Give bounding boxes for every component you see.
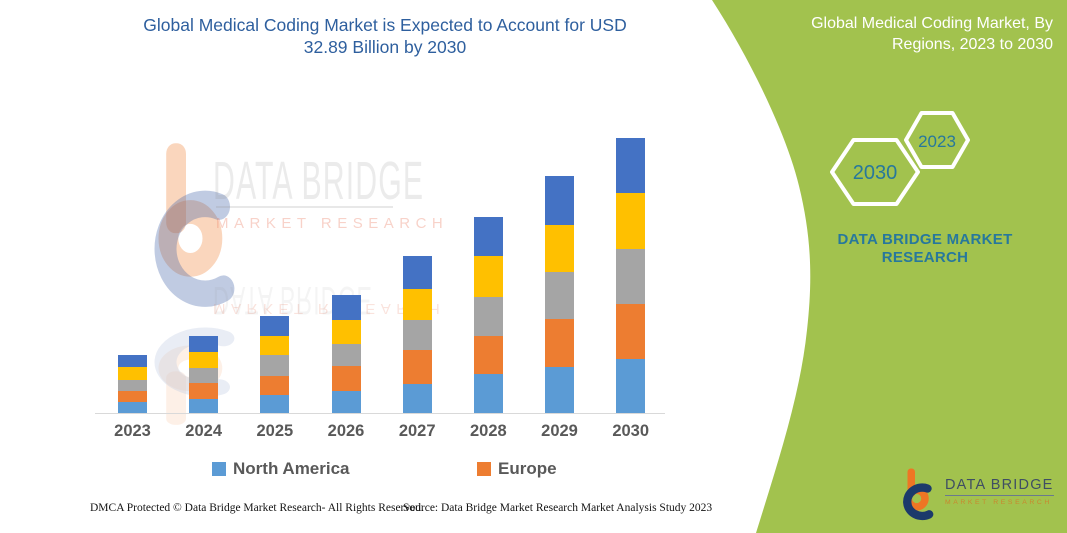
x-axis-label-2027: 2027 xyxy=(398,422,436,440)
bar-2028-segment-1 xyxy=(473,374,503,413)
bar-2027-segment-2 xyxy=(402,350,432,384)
bar-2026-segment-1 xyxy=(331,391,361,413)
bar-2024-segment-4 xyxy=(189,352,219,368)
bar-2030-segment-5 xyxy=(616,137,646,194)
bar-2029-segment-4 xyxy=(545,224,575,272)
company-logo-icon xyxy=(903,468,934,521)
bar-2026 xyxy=(331,295,361,413)
page-title: Global Medical Coding Market is Expected… xyxy=(130,15,640,58)
bar-2030-segment-3 xyxy=(616,248,646,304)
bar-2029-segment-1 xyxy=(545,366,575,413)
bar-2025-segment-1 xyxy=(260,395,290,413)
bar-2030 xyxy=(616,137,646,413)
bar-2027-segment-3 xyxy=(402,320,432,351)
x-axis-label-2029: 2029 xyxy=(541,422,578,440)
dmca-text: DMCA Protected © Data Bridge Market Rese… xyxy=(90,502,424,514)
bar-2024-segment-3 xyxy=(189,367,219,383)
bar-2026-segment-2 xyxy=(331,365,361,391)
bar-2029 xyxy=(545,176,575,413)
side-panel-heading: Global Medical Coding Market, By Regions… xyxy=(753,13,1053,55)
legend-label: North America xyxy=(233,459,350,478)
bar-2024 xyxy=(189,335,219,413)
bar-2028 xyxy=(473,216,503,413)
legend-label: Europe xyxy=(498,459,557,478)
x-axis-label-2025: 2025 xyxy=(256,422,294,440)
page-title-line2: 32.89 Billion by 2030 xyxy=(303,36,467,57)
bar-2025-segment-3 xyxy=(260,354,290,376)
legend-item-north-america: North America xyxy=(212,459,350,479)
bar-2026-segment-4 xyxy=(331,320,361,345)
side-panel-brand-line1: DATA BRIDGE MARKET xyxy=(837,231,1013,248)
bar-2023-segment-5 xyxy=(118,354,147,368)
bar-2027-segment-4 xyxy=(402,288,432,321)
bar-2025-segment-5 xyxy=(260,315,290,336)
company-logo-text: DATA BRIDGE MARKET RESEARCH xyxy=(945,477,1054,506)
hexagon-2030-label: 2030 xyxy=(853,162,898,184)
x-axis-label-2023: 2023 xyxy=(114,422,151,440)
company-logo: DATA BRIDGE MARKET RESEARCH xyxy=(888,464,1060,528)
source-text: Source: Data Bridge Market Research Mark… xyxy=(403,502,713,514)
stacked-bar-chart: 2023 2024 2025 2026 2027 2028 2029 2030 North A… xyxy=(95,125,665,490)
bar-2028-segment-4 xyxy=(473,255,503,298)
bar-2028-segment-3 xyxy=(473,297,503,337)
bar-2027-segment-5 xyxy=(402,255,432,289)
legend-item-europe: Europe xyxy=(477,459,557,479)
bar-2023 xyxy=(118,354,147,413)
bar-2027 xyxy=(402,255,432,413)
bar-2025-segment-2 xyxy=(260,375,290,396)
bar-2024-segment-1 xyxy=(189,398,219,413)
page-title-line1: Global Medical Coding Market is Expected… xyxy=(143,15,627,35)
year-hexagons: 2030 2023 xyxy=(830,111,970,206)
bar-2026-segment-5 xyxy=(331,295,361,321)
bar-2023-segment-2 xyxy=(118,391,147,402)
hexagon-2023-label: 2023 xyxy=(918,132,956,151)
bar-2029-segment-2 xyxy=(545,318,575,367)
legend-swatch-icon xyxy=(477,462,491,476)
plot-area xyxy=(95,125,665,414)
company-logo-brand: DATA BRIDGE xyxy=(945,477,1054,496)
bar-2030-segment-4 xyxy=(616,193,646,249)
bar-2023-segment-3 xyxy=(118,379,147,391)
bar-2023-segment-4 xyxy=(118,367,147,380)
bar-2028-segment-2 xyxy=(473,336,503,375)
bar-2023-segment-1 xyxy=(118,401,147,413)
side-panel-heading-line2: Regions, 2023 to 2030 xyxy=(891,36,1053,53)
hexagon-2023-icon xyxy=(904,111,970,169)
bar-2024-segment-5 xyxy=(189,335,219,352)
legend-swatch-icon xyxy=(212,462,226,476)
bar-2024-segment-2 xyxy=(189,382,219,399)
x-axis-label-2028: 2028 xyxy=(469,422,507,440)
bar-2029-segment-3 xyxy=(545,271,575,319)
bar-2030-segment-2 xyxy=(616,303,646,360)
x-axis-label-2026: 2026 xyxy=(327,422,365,440)
bar-2025 xyxy=(260,315,290,413)
side-panel-brand-line2: RESEARCH xyxy=(881,249,969,266)
side-panel-brand: DATA BRIDGE MARKET RESEARCH xyxy=(800,231,1050,267)
bar-2029-segment-5 xyxy=(545,176,575,225)
bar-2028-segment-5 xyxy=(473,216,503,256)
side-panel-heading-line1: Global Medical Coding Market, By xyxy=(811,15,1053,32)
bar-2025-segment-4 xyxy=(260,335,290,355)
x-axis-label-2024: 2024 xyxy=(185,422,223,440)
company-logo-subbrand: MARKET RESEARCH xyxy=(945,499,1052,506)
x-axis-label-2030: 2030 xyxy=(612,422,650,440)
bar-2030-segment-1 xyxy=(616,359,646,413)
hexagon-2030-icon xyxy=(830,138,920,206)
bar-2026-segment-3 xyxy=(331,344,361,366)
bar-2027-segment-1 xyxy=(402,383,432,413)
